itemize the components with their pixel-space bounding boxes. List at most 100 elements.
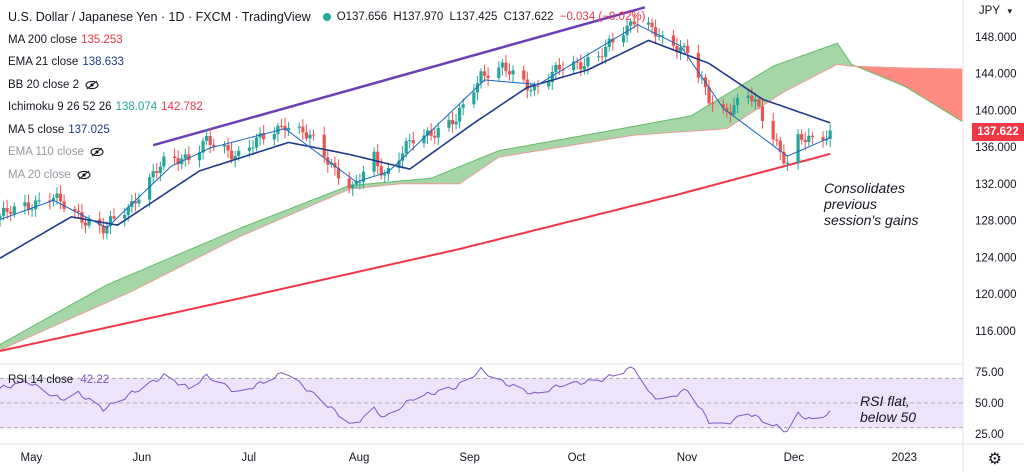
eye-hidden-icon[interactable]	[90, 147, 104, 157]
close-value: C137.622	[503, 11, 554, 24]
candle	[361, 165, 366, 189]
cloud-segment	[110, 281, 115, 302]
indicator-value: 138.633	[82, 56, 124, 69]
indicator-row[interactable]: EMA 110 close	[8, 141, 648, 164]
ma5-line	[0, 24, 831, 229]
candle-body	[372, 151, 376, 172]
candle-body	[197, 152, 202, 161]
cloud-segment	[954, 68, 959, 120]
candle	[397, 152, 401, 173]
candle-body	[301, 126, 305, 133]
candle	[383, 169, 387, 183]
cloud-segment	[830, 44, 834, 69]
candle-body	[796, 134, 800, 163]
cloud-segment	[71, 302, 76, 319]
eye-hidden-icon[interactable]	[77, 170, 91, 180]
candle	[775, 133, 779, 146]
candle	[657, 28, 661, 41]
cloud-segment	[74, 300, 79, 318]
indicator-value: 138.074	[115, 101, 158, 114]
candle-body	[229, 150, 234, 160]
cloud-segment	[167, 257, 172, 274]
candle-body	[810, 135, 814, 137]
candle-body	[112, 216, 116, 219]
candle-body	[247, 147, 252, 151]
candle	[671, 29, 675, 52]
candle-body	[183, 154, 187, 159]
chevron-down-icon[interactable]: ▾	[1007, 6, 1012, 16]
candle-body	[661, 35, 665, 37]
chart-legend: U.S. Dollar / Japanese Yen · 1D · FXCM ·…	[8, 6, 648, 186]
cloud-segment	[92, 290, 97, 310]
candle-body	[379, 166, 383, 176]
candle	[287, 121, 291, 137]
time-tick-label: Jul	[241, 452, 256, 464]
candle-body	[137, 199, 141, 204]
indicator-row[interactable]: MA 20 close	[8, 164, 648, 187]
candle	[201, 137, 205, 160]
candle	[87, 214, 91, 229]
candle	[76, 203, 80, 218]
candle-body	[582, 66, 586, 70]
symbol-title[interactable]: U.S. Dollar / Japanese Yen · 1D · FXCM ·…	[8, 10, 311, 25]
price-tick-label: 132.000	[975, 179, 1017, 191]
candle-body	[361, 171, 366, 182]
cloud-segment	[128, 273, 133, 294]
candle-body	[433, 135, 437, 138]
candle	[251, 140, 255, 156]
candle	[771, 112, 775, 147]
candle-body	[148, 177, 152, 200]
candle	[105, 221, 109, 240]
indicator-row[interactable]: MA 5 close 137.025	[8, 119, 648, 142]
time-tick-label: 2023	[892, 452, 918, 464]
price-tick-label: 128.000	[975, 216, 1017, 228]
candle	[461, 98, 465, 116]
eye-hidden-icon[interactable]	[85, 80, 99, 90]
cloud-segment	[887, 67, 891, 81]
candle-body	[760, 106, 765, 121]
candle	[101, 217, 105, 240]
candle	[222, 141, 227, 154]
cloud-segment	[103, 284, 108, 305]
price-tick-label: 120.000	[975, 289, 1017, 301]
ichimoku-span-b-line	[0, 63, 962, 351]
candle-body	[262, 133, 266, 140]
indicator-row[interactable]: MA 200 close 135.253	[8, 29, 648, 52]
rsi-value: 42.22	[80, 374, 110, 386]
indicator-row[interactable]: EMA 21 close 138.633	[8, 51, 648, 74]
candle-body	[155, 171, 159, 174]
candle-body	[101, 225, 105, 234]
low-value: L137.425	[449, 11, 498, 24]
rsi-label[interactable]: RSI 14 close	[8, 374, 74, 386]
time-tick-label: Sep	[459, 452, 479, 464]
candle	[507, 63, 512, 81]
candle-body	[436, 127, 440, 138]
indicator-row[interactable]: Ichimoku 9 26 52 26 138.074 142.782	[8, 96, 648, 119]
candle	[696, 44, 700, 84]
ohlc-values: O137.656 H137.970 L137.425 C137.622 −0.0…	[337, 6, 649, 28]
cloud-segment	[120, 276, 125, 297]
indicator-label: Ichimoku 9 26 52 26	[8, 101, 112, 114]
indicator-value: 135.253	[81, 33, 123, 46]
candle-body	[408, 140, 412, 142]
cloud-segment	[901, 67, 906, 87]
candle	[276, 122, 280, 142]
candle	[475, 76, 480, 101]
candle	[376, 144, 380, 175]
candle	[504, 55, 508, 78]
candle-body	[397, 160, 401, 168]
candle-body	[728, 111, 733, 115]
annotation-rsi: RSI flat, below 50	[860, 393, 916, 425]
candle-body	[629, 21, 633, 26]
candle-body	[172, 156, 177, 158]
cloud-segment	[124, 275, 129, 295]
candle-body	[429, 130, 433, 136]
candle	[821, 130, 825, 148]
candle-body	[725, 107, 729, 112]
currency-label[interactable]: JPY	[978, 5, 1000, 17]
candle-body	[80, 212, 84, 223]
indicator-row[interactable]: BB 20 close 2	[8, 74, 648, 97]
gear-icon[interactable]: ⚙	[987, 451, 1002, 468]
candle	[458, 103, 462, 129]
